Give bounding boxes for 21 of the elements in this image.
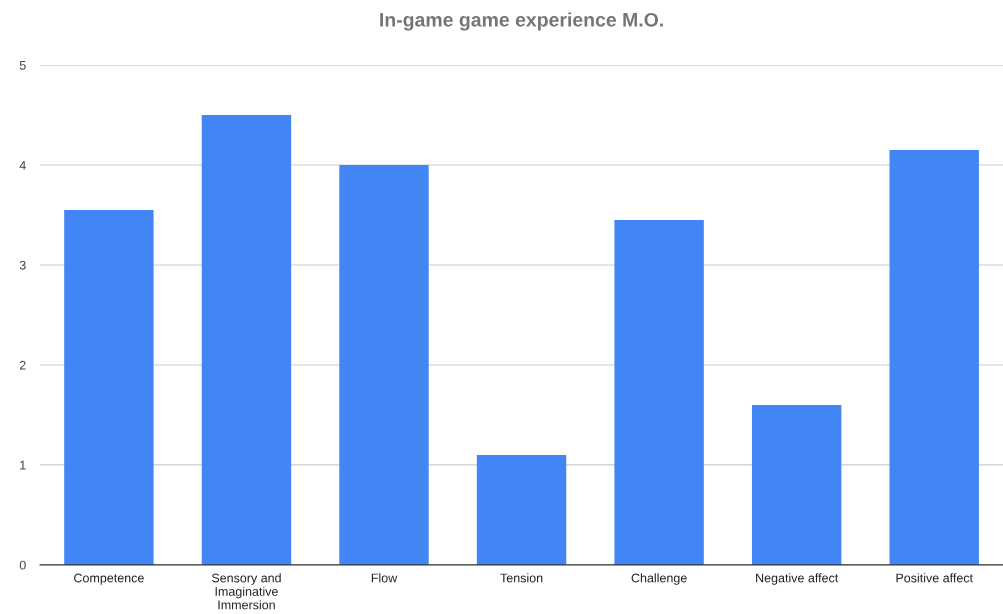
x-tick-label: Tension xyxy=(500,573,543,583)
x-tick-label: Challenge xyxy=(631,573,687,585)
bar xyxy=(614,220,704,565)
y-tick-label: 0 xyxy=(19,560,26,570)
bar xyxy=(339,165,429,565)
bar xyxy=(476,454,567,565)
bar xyxy=(201,115,292,565)
y-tick-label: 5 xyxy=(19,61,26,70)
x-tick-label: Positive affect xyxy=(896,573,973,583)
x-tick-label: Competence xyxy=(74,573,144,585)
y-tick-label: 1 xyxy=(20,460,26,470)
y-tick-label: 3 xyxy=(19,260,26,270)
x-tick-label: Sensory and Imaginative Immersion xyxy=(211,573,281,610)
bar xyxy=(64,210,154,565)
chart-title: In-game game experience M.O. xyxy=(380,12,663,31)
bar xyxy=(751,404,842,565)
x-tick-label: Flow xyxy=(371,573,398,583)
x-tick-label: Negative affect xyxy=(756,573,839,585)
bar xyxy=(889,150,979,565)
y-tick-label: 2 xyxy=(19,360,26,370)
y-tick-label: 4 xyxy=(19,160,26,170)
